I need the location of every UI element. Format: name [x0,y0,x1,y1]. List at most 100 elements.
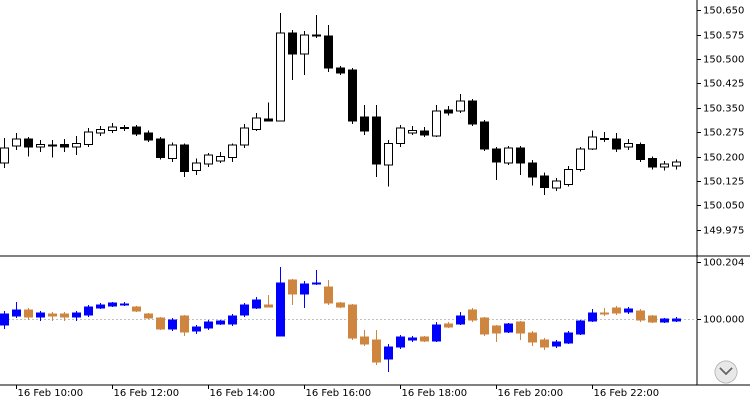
x-tick-label: 16 Feb 18:00 [402,388,468,399]
candle-body [240,127,249,146]
y-tick-label: 100.000 [703,315,744,326]
candle-body [324,286,333,304]
candle-body [96,304,105,309]
candle-body [480,317,489,335]
candle-body [12,138,21,147]
candle-body [180,315,189,333]
candle-body [360,116,369,132]
candle-body [540,339,549,348]
candle-body [144,313,153,319]
candle-body [96,128,105,134]
candle-body [492,148,501,163]
candle-body [636,143,645,160]
candle-body [396,336,405,348]
candle-body [504,323,513,333]
candle-body [312,282,321,285]
candle-body [372,116,381,165]
candle-body [168,144,177,159]
candle-body [408,337,417,341]
candle-body [624,308,633,313]
candle-body [264,118,273,122]
x-tick-label: 16 Feb 12:00 [114,388,180,399]
candle-body [492,325,501,334]
candle-body [588,312,597,322]
candle-body [36,312,45,318]
candle-body [204,154,213,165]
candle-body [528,162,537,178]
candle-body [108,126,117,131]
candle-body [444,323,453,328]
candle-body [480,121,489,150]
candle-body [156,317,165,330]
icon-circle[interactable] [714,360,738,384]
y-tick-label: 150.500 [703,55,744,66]
candle-body [648,157,657,168]
candle-body [600,312,609,315]
candle-body [456,100,465,112]
x-tick-label: 16 Feb 10:00 [18,388,84,399]
candle-body [72,312,81,318]
candle-body [108,302,117,307]
y-tick-label: 150.350 [703,104,744,115]
candle-body [420,336,429,342]
candle-body [612,138,621,150]
candle-body [228,144,237,158]
candle-body [516,147,525,164]
icon-arrow [719,367,733,376]
x-tick-label: 16 Feb 22:00 [594,388,660,399]
candle-body [552,180,561,189]
candle-body [612,307,621,314]
y-tick-label: 150.275 [703,128,744,139]
candle-body [252,299,261,309]
candle-body [576,148,585,170]
candle-body [84,131,93,145]
candle-body [156,138,165,158]
candle-body [192,162,201,171]
candle-body [300,283,309,295]
candle-body [408,129,417,134]
candle-body [396,127,405,144]
candle-body [420,130,429,136]
candle-body [288,279,297,295]
candle-body [312,34,321,37]
candle-body [504,147,513,164]
candle-body [72,142,81,148]
candle-body [564,332,573,344]
candle-body [48,144,57,147]
candle-body [528,332,537,343]
candle-body [0,313,9,326]
y-tick-label: 150.125 [703,177,744,188]
candle-body [252,117,261,130]
candle-body [564,168,573,185]
candle-body [468,100,477,125]
y-tick-label: 149.975 [703,226,744,237]
candle-body [120,303,129,306]
candle-body [204,321,213,329]
candle-body [60,143,69,148]
candle-body [300,34,309,55]
candle-body [180,144,189,172]
candle-body [336,67,345,74]
candle-body [552,341,561,347]
candle-body [120,127,129,130]
candle-body [360,336,369,345]
candle-body [672,318,681,322]
candle-body [336,302,345,308]
candle-body [372,339,381,363]
scroll-icon[interactable] [714,360,738,384]
candle-body [216,320,225,325]
candle-body [228,315,237,325]
candle-body [48,313,57,317]
candle-body [288,32,297,55]
candle-body [456,315,465,325]
candle-body [348,304,357,339]
candle-body [540,175,549,188]
candle-body [276,282,285,337]
candle-body [576,320,585,335]
x-tick-label: 16 Feb 20:00 [498,388,564,399]
candle-body [660,163,669,168]
candle-body [144,132,153,141]
x-tick-label: 16 Feb 14:00 [210,388,276,399]
